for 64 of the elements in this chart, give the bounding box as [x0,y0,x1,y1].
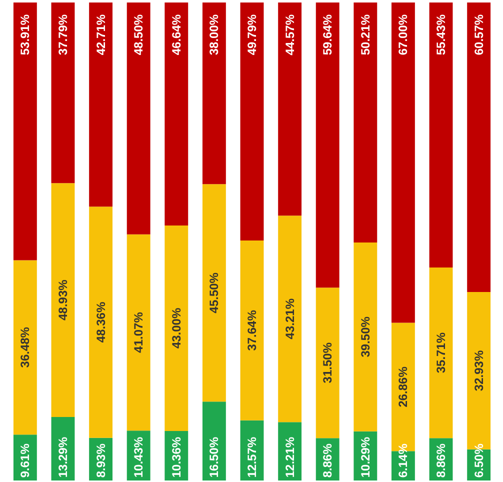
bar [202,184,226,402]
data-label: 32.93% [472,350,486,392]
data-label: 48.50% [132,14,146,56]
data-label: 9.61% [18,443,32,478]
bar [51,183,75,417]
data-label: 10.36% [169,436,184,478]
bar [316,288,340,438]
bar [278,2,302,216]
bar [429,2,453,268]
data-label: 6.14% [396,443,410,478]
data-label: 36.48% [18,326,32,368]
bar [89,206,113,438]
data-label: 10.29% [358,436,372,478]
bar [164,2,188,226]
bar [391,2,415,323]
data-label: 50.21% [358,14,372,56]
data-label: 44.57% [282,14,297,56]
bar [202,2,226,184]
data-label: 10.43% [132,436,146,478]
data-label: 37.79% [56,14,70,56]
data-label: 6.50% [472,443,486,478]
bar [13,2,37,260]
bar [429,267,453,438]
bar [240,240,264,420]
bar [126,2,150,234]
data-label: 42.71% [94,14,108,56]
bar [467,2,491,292]
data-label: 35.71% [434,332,448,374]
data-label: 45.50% [207,272,222,314]
data-label: 43.00% [169,308,184,349]
data-label: 55.43% [434,14,448,56]
data-label: 12.21% [282,436,297,478]
data-label: 49.79% [245,14,259,56]
data-label: 46.64% [169,14,184,56]
bar [202,402,226,480]
data-label: 37.64% [245,310,259,351]
bar [164,225,188,431]
bar [13,260,37,435]
data-label: 16.50% [207,436,222,478]
bar [278,216,302,422]
bar [51,2,75,184]
data-label: 31.50% [320,342,335,384]
bar [354,242,378,432]
data-label: 26.86% [396,366,410,408]
data-label: 8.86% [320,443,335,478]
data-label: 43.21% [282,298,297,340]
data-label: 60.57% [472,14,486,56]
data-label: 48.93% [56,279,70,320]
data-label: 12.57% [245,436,259,478]
data-label: 8.86% [434,443,448,478]
data-label: 48.36% [94,302,108,343]
bar [240,2,264,240]
bar [126,234,150,431]
data-label: 67.00% [396,14,410,56]
data-label: 53.91% [18,14,32,56]
data-label: 59.64% [320,14,335,56]
data-label: 41.07% [132,312,146,353]
data-label: 13.29% [56,436,70,478]
data-label: 38.00% [207,14,222,56]
data-label: 39.50% [358,316,372,358]
bar [316,2,340,288]
data-label: 8.93% [94,443,108,478]
bar [89,2,113,207]
bar [354,2,378,243]
